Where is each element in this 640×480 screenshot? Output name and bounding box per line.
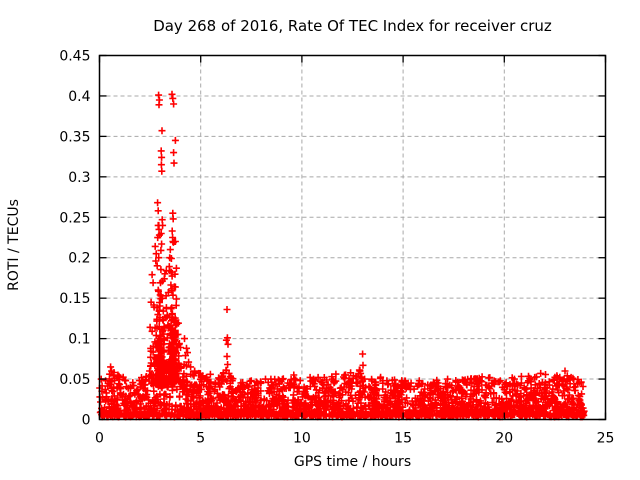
- x-tick-label: 5: [196, 431, 205, 447]
- x-tick-label: 20: [495, 431, 513, 447]
- x-axis-label: GPS time / hours: [294, 454, 411, 470]
- x-tick-label: 10: [293, 431, 311, 447]
- y-tick-label: 0.3: [68, 170, 90, 186]
- y-tick-label: 0.4: [68, 89, 90, 105]
- y-tick-label: 0: [82, 413, 91, 429]
- tick-labels: 0 5 10 15 20 25 0 0.05 0.1 0.15 0.2 0.25 0.3 0.35 0.4 0…: [59, 49, 614, 447]
- y-tick-label: 0.15: [59, 291, 90, 307]
- y-tick-label: 0.35: [59, 129, 90, 145]
- x-tick-label: 25: [597, 431, 615, 447]
- grid-lines: [99, 55, 606, 420]
- y-tick-label: 0.25: [59, 210, 90, 226]
- scatter-markers: [96, 90, 588, 421]
- x-tick-label: 15: [394, 431, 412, 447]
- y-axis-label: ROTI / TECUs: [6, 199, 22, 291]
- y-tick-label: 0.1: [68, 332, 90, 348]
- y-tick-label: 0.05: [59, 372, 90, 388]
- plot-frame: [98, 54, 607, 421]
- chart-title: Day 268 of 2016, Rate Of TEC Index for r…: [153, 17, 552, 35]
- y-tick-label: 0.2: [68, 251, 90, 267]
- data-points: [96, 90, 588, 421]
- y-tick-label: 0.45: [59, 49, 90, 65]
- x-tick-label: 0: [95, 431, 104, 447]
